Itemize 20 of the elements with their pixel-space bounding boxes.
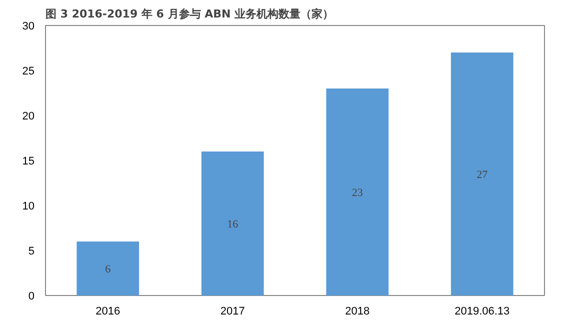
bar	[201, 152, 264, 296]
bar	[76, 242, 140, 296]
bar	[450, 52, 514, 296]
y-tick-label: 5	[28, 246, 35, 258]
data-label: 16	[227, 218, 239, 230]
y-tick-label: 30	[22, 20, 35, 32]
data-label: 27	[476, 169, 488, 181]
data-label: 6	[105, 264, 112, 276]
x-tick-label: 2018	[345, 306, 370, 318]
y-tick-label: 20	[22, 110, 35, 122]
data-label: 23	[352, 187, 364, 199]
x-tick-label: 2017	[220, 306, 245, 318]
x-tick-label: 2019.06.13	[454, 306, 510, 318]
bar	[326, 88, 389, 296]
y-tick-label: 10	[22, 200, 35, 212]
y-tick-label: 25	[22, 66, 35, 78]
chart-title: 图 3 2016-2019 年 6 月参与 ABN 业务机构数量（家）	[46, 8, 334, 20]
x-tick-label: 2016	[96, 306, 120, 318]
y-tick-label: 0	[28, 290, 35, 302]
y-tick-label: 15	[22, 156, 35, 168]
